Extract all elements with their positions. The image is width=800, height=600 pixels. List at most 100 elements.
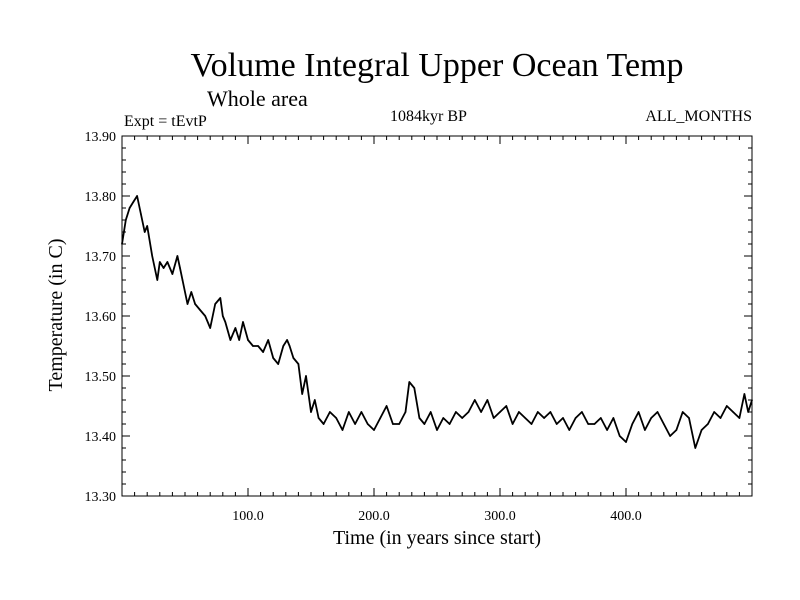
data-point [518, 411, 520, 413]
data-point [408, 381, 411, 383]
data-point [209, 327, 211, 329]
data-point [354, 423, 356, 425]
data-point [199, 309, 201, 311]
data-point [574, 417, 577, 419]
data-point [631, 423, 634, 425]
y-axis-label: Temperature (in C) [45, 239, 67, 392]
y-tick-label: 13.70 [85, 250, 117, 265]
data-point [341, 429, 344, 431]
x-tick-label: 100.0 [232, 509, 264, 524]
data-point [314, 399, 316, 401]
series-layer [121, 195, 753, 449]
data-point [537, 411, 539, 413]
data-point [310, 411, 312, 413]
data-point [593, 423, 596, 425]
data-point [713, 411, 715, 413]
data-point [669, 435, 671, 437]
data-point [418, 417, 421, 419]
data-point [675, 429, 678, 431]
x-axis-label: Time (in years since start) [333, 527, 541, 549]
data-point [186, 303, 189, 305]
data-point [524, 417, 526, 419]
data-point [348, 411, 350, 413]
data-point [146, 225, 148, 227]
data-point [219, 297, 222, 299]
data-point [743, 393, 746, 395]
data-point [194, 303, 196, 305]
x-tick-label: 300.0 [484, 509, 516, 524]
chart-title: Volume Integral Upper Ocean Temp [191, 47, 684, 84]
data-point [190, 291, 193, 293]
data-point [292, 357, 295, 359]
y-tick-label: 13.40 [85, 430, 117, 445]
data-point [486, 399, 489, 401]
data-point [224, 321, 227, 323]
data-point [429, 411, 432, 413]
data-point [455, 411, 457, 413]
data-point [505, 405, 508, 407]
data-point [176, 255, 179, 257]
data-point [747, 411, 749, 413]
data-point [322, 423, 325, 425]
data-point [492, 417, 495, 419]
data-point [335, 417, 338, 419]
data-point [373, 429, 375, 431]
data-point [252, 345, 254, 347]
chart-subtitle: Whole area [207, 86, 308, 111]
data-point [181, 279, 184, 281]
data-point [404, 411, 407, 413]
data-point [568, 429, 571, 431]
data-point [398, 423, 401, 425]
data-point [480, 411, 482, 413]
data-point [136, 195, 138, 197]
series-line [121, 195, 753, 449]
data-point [499, 411, 501, 413]
data-point [663, 423, 665, 425]
data-point [238, 339, 240, 341]
data-point [719, 417, 722, 419]
y-tick-label: 13.80 [85, 190, 117, 205]
x-tick-label: 200.0 [358, 509, 390, 524]
data-point [474, 399, 476, 401]
data-point [171, 273, 174, 275]
period-label: 1084kyr BP [390, 108, 467, 125]
data-point [214, 303, 216, 305]
data-point [618, 435, 621, 437]
data-point [587, 423, 589, 425]
data-point [222, 315, 224, 317]
data-point [467, 411, 470, 413]
data-point [562, 417, 564, 419]
data-point [681, 411, 684, 413]
data-point [301, 393, 304, 395]
data-point [166, 261, 169, 263]
data-point [366, 423, 369, 425]
x-tick-label: 400.0 [610, 509, 642, 524]
data-point [121, 243, 123, 245]
data-point [436, 429, 438, 431]
data-point [317, 417, 320, 419]
data-point [650, 417, 652, 419]
data-point [272, 357, 275, 359]
data-point [549, 411, 552, 413]
data-point [606, 429, 608, 431]
data-point [125, 219, 127, 221]
data-point [267, 339, 270, 341]
data-point [738, 417, 741, 419]
data-point [543, 417, 545, 419]
data-point [385, 405, 388, 407]
data-point [162, 267, 165, 269]
data-point [143, 231, 146, 233]
data-point [305, 375, 307, 377]
data-point [694, 447, 697, 449]
data-point [360, 411, 363, 413]
plot-frame [121, 135, 753, 497]
data-point [151, 255, 153, 257]
data-point [555, 423, 558, 425]
data-point [379, 417, 382, 419]
data-point [413, 387, 416, 389]
data-point [156, 279, 159, 281]
data-point [277, 363, 280, 365]
data-point [726, 405, 728, 407]
y-tick-label: 13.50 [85, 370, 117, 385]
data-point [297, 363, 300, 365]
